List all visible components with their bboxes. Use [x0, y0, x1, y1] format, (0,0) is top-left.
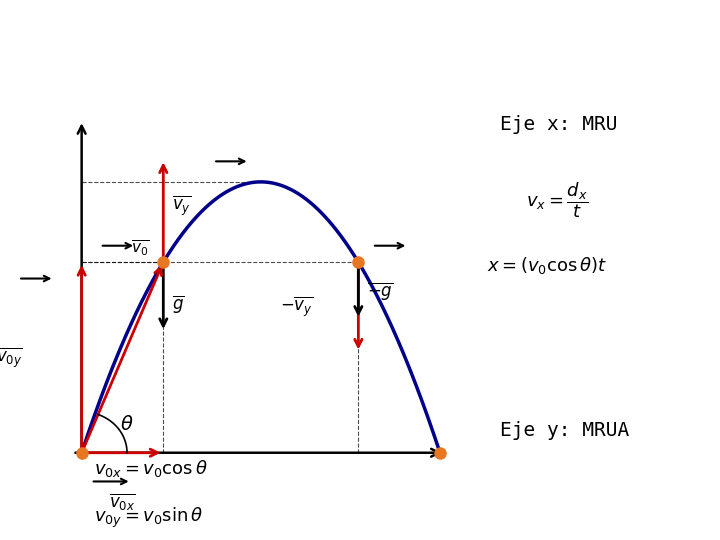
- Text: $-\overline{v_y}$: $-\overline{v_y}$: [280, 295, 313, 319]
- Text: Eje y: MRUA: Eje y: MRUA: [500, 421, 629, 440]
- Text: $\theta$: $\theta$: [120, 415, 134, 434]
- Text: $\overline{v_y}$: $\overline{v_y}$: [172, 194, 192, 218]
- Text: $v_{0y} = v_0 \sin\theta$: $v_{0y} = v_0 \sin\theta$: [94, 505, 203, 530]
- Text: $\overline{v_{0y}}$: $\overline{v_{0y}}$: [0, 346, 22, 369]
- Text: $v_{0x} = v_0 \cos\theta$: $v_{0x} = v_0 \cos\theta$: [94, 458, 207, 479]
- Text: $v_x = \dfrac{d_x}{t}$: $v_x = \dfrac{d_x}{t}$: [526, 180, 588, 220]
- Text: $\overline{-g}$: $\overline{-g}$: [367, 280, 394, 302]
- Text: $x = (v_0 \cos\theta)t$: $x = (v_0 \cos\theta)t$: [487, 255, 607, 276]
- Text: ¿Qué tipo de movimiento desarrolla en
cada dimensión?: ¿Qué tipo de movimiento desarrolla en ca…: [18, 17, 627, 80]
- Text: $\overline{g}$: $\overline{g}$: [172, 293, 185, 315]
- Text: $\overline{v_{0x}}$: $\overline{v_{0x}}$: [109, 491, 136, 512]
- Text: $\overline{v_0}$: $\overline{v_0}$: [132, 238, 150, 258]
- Text: Eje x: MRU: Eje x: MRU: [500, 115, 617, 134]
